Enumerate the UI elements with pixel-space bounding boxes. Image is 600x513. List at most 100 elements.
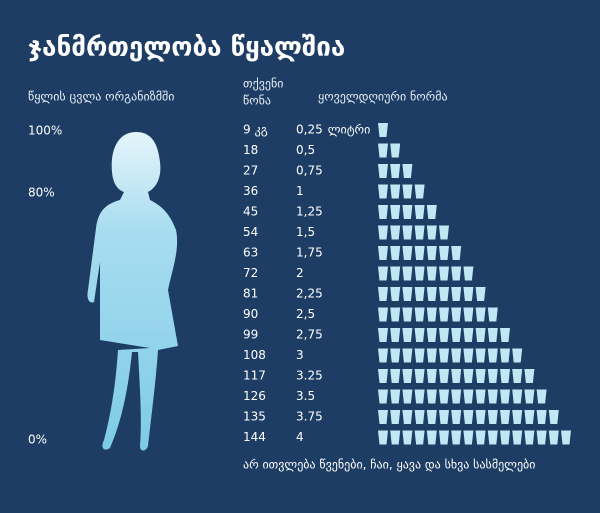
glass: [378, 410, 388, 424]
glass: [390, 164, 401, 178]
glass: [402, 164, 413, 178]
glass: [426, 205, 437, 219]
glass: [414, 307, 425, 322]
glass: [402, 328, 413, 342]
glass: [487, 307, 498, 322]
weight: 144: [243, 430, 266, 444]
percent-label: 100%: [28, 124, 62, 138]
weight: 117: [243, 369, 266, 383]
glass: [402, 246, 413, 260]
glass: [487, 369, 498, 383]
glass: [439, 430, 449, 445]
glass: [463, 307, 474, 322]
glass: [475, 410, 486, 424]
glass: [439, 328, 449, 342]
glass: [378, 348, 388, 363]
liters: 3.5: [296, 389, 315, 403]
glass: [561, 430, 571, 445]
glass: [378, 369, 388, 383]
glass: [524, 430, 535, 445]
glass: [402, 225, 413, 240]
liters: 3.25: [296, 369, 323, 383]
glass: [487, 410, 498, 424]
glass: [500, 328, 510, 342]
glass: [475, 369, 486, 383]
glass: [524, 389, 535, 404]
glass: [463, 328, 474, 342]
liters: 2,75: [296, 328, 323, 342]
glass: [414, 246, 425, 260]
glass: [426, 369, 437, 383]
weight: 54: [243, 225, 258, 239]
glass: [390, 143, 401, 158]
liters: 3: [296, 348, 304, 362]
glass: [536, 410, 547, 424]
glass: [378, 184, 388, 199]
glass: [426, 389, 437, 404]
glass: [487, 348, 498, 363]
glass: [378, 287, 388, 301]
glass: [378, 328, 388, 342]
glass: [378, 143, 388, 158]
weight: 90: [243, 307, 258, 321]
glass: [426, 328, 437, 342]
glass: [390, 410, 401, 424]
glass: [439, 389, 449, 404]
title: ჯანმრთელობა წყალშია: [28, 33, 345, 63]
glass: [378, 307, 388, 322]
glass: [390, 287, 401, 301]
glass: [426, 266, 437, 281]
glass: [548, 430, 559, 445]
glass: [390, 369, 401, 383]
glass: [390, 307, 401, 322]
glass: [487, 328, 498, 342]
glass: [426, 287, 437, 301]
glass: [402, 205, 413, 219]
footnote: არ ითვლება წვენები, ჩაი, ყავა და სხვა სა…: [243, 458, 535, 472]
glass: [451, 328, 462, 342]
glass: [500, 348, 510, 363]
silhouette: [87, 132, 178, 451]
liters: 3.75: [296, 410, 323, 424]
glass: [512, 410, 523, 424]
glass: [390, 266, 401, 281]
glass: [500, 410, 510, 424]
glass: [426, 430, 437, 445]
glass: [439, 369, 449, 383]
glass: [463, 430, 474, 445]
glass: [439, 266, 449, 281]
glass: [463, 266, 474, 281]
glass: [439, 348, 449, 363]
glass: [402, 348, 413, 363]
glass: [451, 287, 462, 301]
glass: [512, 369, 523, 383]
glass: [463, 369, 474, 383]
liters: 1,25: [296, 205, 323, 219]
liters: 2,25: [296, 287, 323, 301]
glass: [463, 348, 474, 363]
glass: [414, 430, 425, 445]
liters: 1: [296, 184, 304, 198]
glass: [475, 389, 486, 404]
glass: [378, 205, 388, 219]
liters: 0,75: [296, 164, 323, 178]
glass: [390, 389, 401, 404]
weight: 36: [243, 184, 258, 198]
glass: [414, 369, 425, 383]
glass: [451, 307, 462, 322]
liters: 4: [296, 430, 304, 444]
liters: 1,5: [296, 225, 315, 239]
glass: [426, 246, 437, 260]
glass: [426, 307, 437, 322]
glass: [524, 410, 535, 424]
glass: [426, 410, 437, 424]
glass: [475, 287, 486, 301]
glass: [500, 369, 510, 383]
glass: [414, 184, 425, 199]
glass: [390, 430, 401, 445]
glass: [439, 307, 449, 322]
glass: [378, 225, 388, 240]
liters: 1,75: [296, 246, 323, 260]
